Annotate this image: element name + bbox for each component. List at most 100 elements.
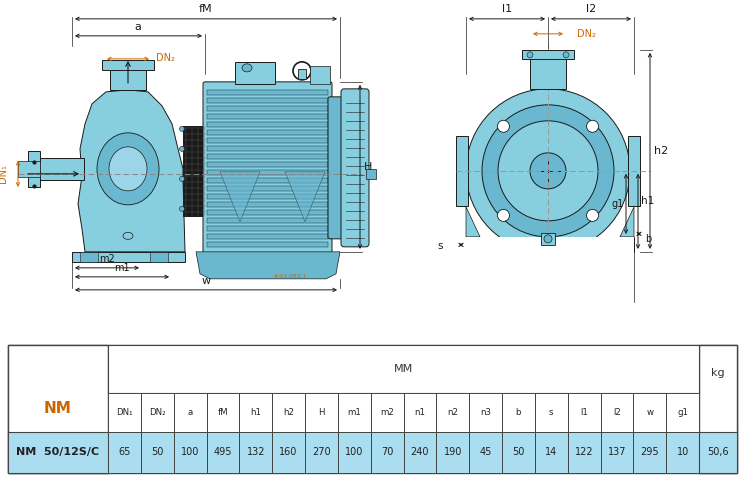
Circle shape xyxy=(180,176,185,182)
Circle shape xyxy=(180,126,185,131)
Text: 240: 240 xyxy=(410,447,429,457)
Text: h1: h1 xyxy=(250,408,261,417)
Text: NM  50/12S/C: NM 50/12S/C xyxy=(16,447,100,457)
Bar xyxy=(310,66,330,84)
Polygon shape xyxy=(72,252,185,262)
Text: fM: fM xyxy=(218,408,228,417)
Bar xyxy=(600,432,633,473)
Circle shape xyxy=(600,241,608,249)
Bar xyxy=(522,50,574,59)
Text: 50: 50 xyxy=(513,447,524,457)
Polygon shape xyxy=(466,207,480,237)
Bar xyxy=(633,432,666,473)
Bar xyxy=(699,345,737,473)
Bar xyxy=(207,194,328,199)
Bar xyxy=(239,393,272,432)
Text: H: H xyxy=(364,162,372,172)
Bar xyxy=(207,90,328,95)
Bar xyxy=(207,234,328,239)
Text: b: b xyxy=(645,234,651,244)
Circle shape xyxy=(488,241,496,249)
Text: l1: l1 xyxy=(502,4,512,14)
Text: g1: g1 xyxy=(612,199,624,209)
Text: DN₂: DN₂ xyxy=(156,53,175,63)
Text: m1: m1 xyxy=(114,263,130,273)
Bar xyxy=(469,432,502,473)
Text: h1: h1 xyxy=(641,196,654,206)
Bar xyxy=(28,151,40,187)
Text: l2: l2 xyxy=(586,4,596,14)
Text: 122: 122 xyxy=(575,447,594,457)
FancyBboxPatch shape xyxy=(341,89,369,247)
Bar xyxy=(141,393,174,432)
FancyBboxPatch shape xyxy=(328,97,348,239)
Bar xyxy=(568,432,600,473)
Bar xyxy=(541,233,555,245)
Bar xyxy=(371,393,404,432)
Text: n3: n3 xyxy=(480,408,491,417)
Text: 65: 65 xyxy=(118,447,130,457)
Bar xyxy=(239,432,272,473)
Text: l2: l2 xyxy=(613,408,621,417)
Text: 495: 495 xyxy=(214,447,232,457)
Text: 100: 100 xyxy=(181,447,199,457)
Bar xyxy=(207,210,328,215)
Bar xyxy=(108,345,699,393)
Bar xyxy=(207,138,328,143)
Text: 70: 70 xyxy=(381,447,393,457)
Text: n2: n2 xyxy=(447,408,458,417)
Circle shape xyxy=(498,120,510,132)
Bar xyxy=(207,122,328,127)
Ellipse shape xyxy=(242,64,252,72)
Text: g1: g1 xyxy=(677,408,688,417)
Bar xyxy=(207,114,328,119)
Text: DN₁: DN₁ xyxy=(116,408,133,417)
Bar xyxy=(207,202,328,207)
Bar xyxy=(530,59,566,89)
Circle shape xyxy=(203,206,209,211)
Text: NM: NM xyxy=(44,401,72,416)
Polygon shape xyxy=(620,207,634,237)
Circle shape xyxy=(586,209,598,221)
Bar xyxy=(371,432,404,473)
Bar xyxy=(206,432,239,473)
Text: a: a xyxy=(135,22,142,32)
Bar xyxy=(80,252,98,262)
Text: w: w xyxy=(201,276,211,286)
Bar xyxy=(207,98,328,103)
Bar xyxy=(207,218,328,223)
Bar xyxy=(535,432,568,473)
Bar xyxy=(207,106,328,111)
Bar xyxy=(8,432,108,473)
Circle shape xyxy=(203,176,209,182)
Text: w: w xyxy=(646,408,653,417)
Bar xyxy=(207,162,328,167)
Bar xyxy=(207,146,328,151)
Bar xyxy=(466,237,634,252)
Bar xyxy=(206,393,239,432)
Circle shape xyxy=(530,153,566,189)
Polygon shape xyxy=(285,172,325,222)
Bar xyxy=(207,186,328,191)
Bar xyxy=(337,432,371,473)
Polygon shape xyxy=(196,252,340,279)
Bar xyxy=(366,169,376,179)
Text: 160: 160 xyxy=(279,447,298,457)
FancyBboxPatch shape xyxy=(203,82,332,254)
Bar xyxy=(600,393,633,432)
Bar xyxy=(174,432,206,473)
Bar xyxy=(298,69,306,79)
Polygon shape xyxy=(78,90,185,252)
Text: m2: m2 xyxy=(380,408,394,417)
Text: l1: l1 xyxy=(580,408,588,417)
Text: 14: 14 xyxy=(545,447,557,457)
Bar xyxy=(305,393,337,432)
Text: 50: 50 xyxy=(151,447,163,457)
Bar xyxy=(207,130,328,135)
Text: DN₁: DN₁ xyxy=(0,164,8,183)
Bar xyxy=(8,345,108,473)
Bar xyxy=(38,158,84,180)
Circle shape xyxy=(466,89,630,253)
Text: DN₂: DN₂ xyxy=(577,29,596,39)
Text: s: s xyxy=(437,241,443,251)
